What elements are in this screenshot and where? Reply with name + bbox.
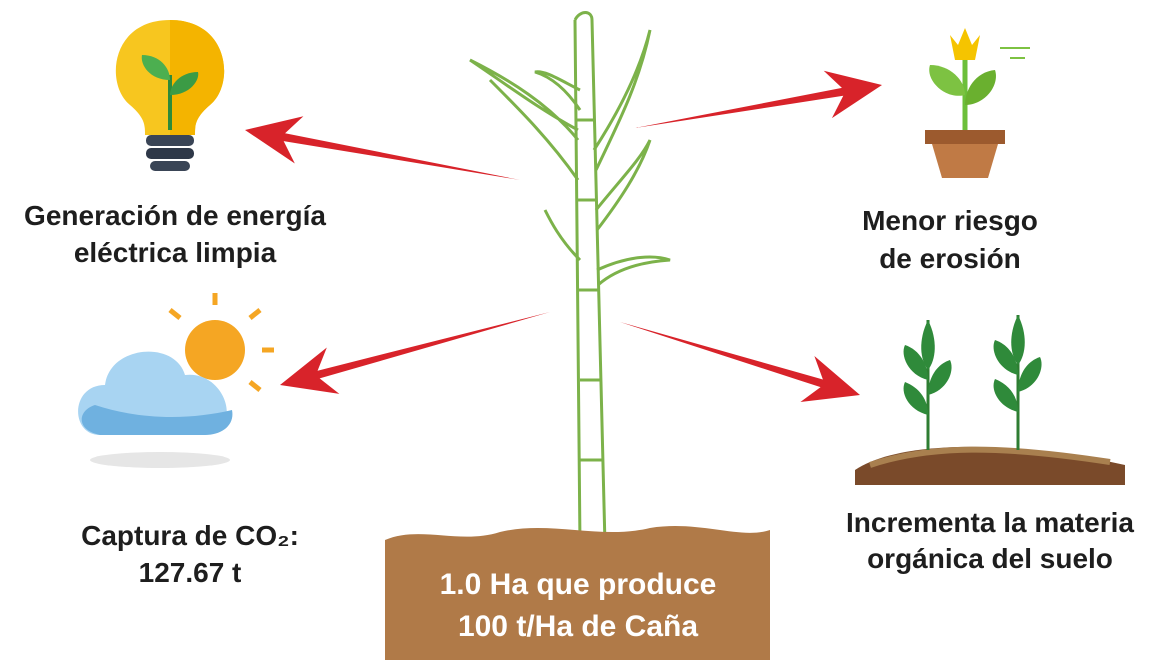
potted-plant-icon [925, 28, 1030, 178]
page: {"nodes": [ {"lines": ["Generación de en… [0, 0, 1150, 660]
node-label: Menor riesgo [862, 205, 1038, 236]
node-label: Generación de energía [24, 200, 326, 231]
center-label: 100 t/Ha de Caña [458, 610, 698, 643]
node-label: Incrementa la materia [846, 507, 1134, 538]
sugarcane-illustration [470, 13, 670, 546]
seedlings-icon [855, 315, 1125, 485]
infographic: Generación de energía eléctrica limpia M… [0, 0, 1150, 660]
arrow [635, 71, 882, 128]
node-label: orgánica del suelo [867, 543, 1113, 574]
node-label: eléctrica limpia [74, 237, 277, 268]
lightbulb-icon [116, 20, 224, 171]
arrow [620, 322, 860, 402]
arrow [245, 116, 520, 180]
node-label: de erosión [879, 243, 1021, 274]
center-label: 1.0 Ha que produce [440, 568, 717, 601]
arrow [280, 312, 550, 394]
node-label: Captura de CO₂: [81, 520, 299, 551]
weather-icon [78, 293, 274, 468]
node-label: 127.67 t [139, 557, 242, 588]
